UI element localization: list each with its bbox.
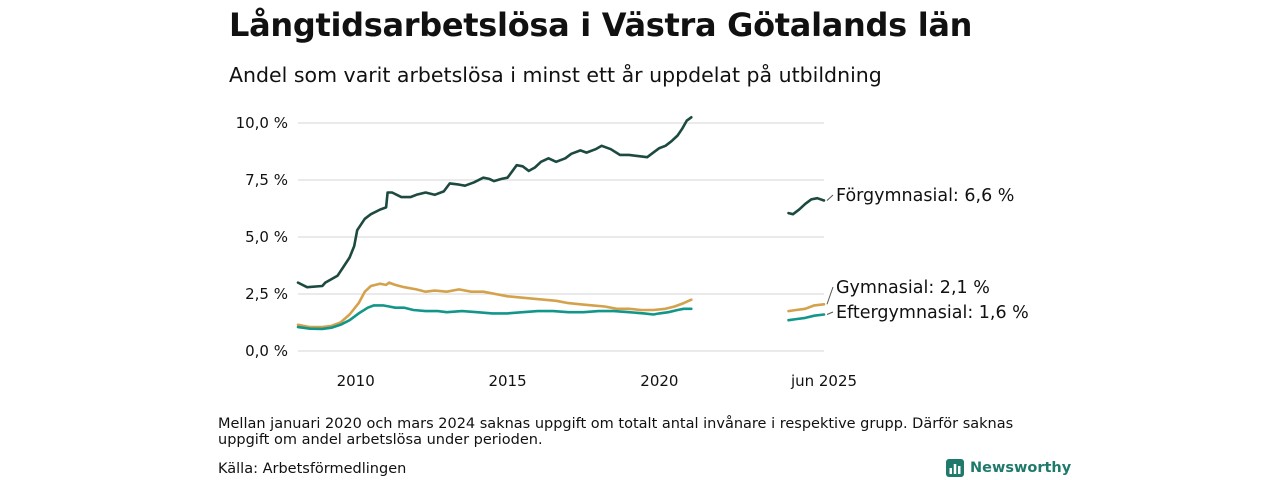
line-chart: 0,0 % 2,5 % 5,0 % 7,5 % 10,0 % 2010 2015 2020 ju…: [236, 114, 1029, 390]
x-tick-label: 2015: [488, 372, 526, 390]
y-tick-label: 7,5 %: [245, 171, 288, 189]
y-tick-label: 0,0 %: [245, 342, 288, 360]
chart-title: Långtidsarbetslösa i Västra Götalands lä…: [229, 6, 973, 44]
y-tick-label: 5,0 %: [245, 228, 288, 246]
y-tick-label: 2,5 %: [245, 285, 288, 303]
series-line-förgymnasial: [296, 116, 693, 289]
y-tick-label: 10,0 %: [236, 114, 288, 132]
chart-note: Mellan januari 2020 och mars 2024 saknas…: [218, 416, 1014, 448]
series-line-förgymnasial: [787, 196, 826, 216]
bar-chart-logo-icon: [946, 459, 964, 477]
series-end-label-gymnasial: Gymnasial: 2,1 %: [836, 278, 990, 298]
source-credit: Källa: Arbetsförmedlingen: [218, 461, 407, 477]
series-line-eftergymnasial: [787, 313, 826, 322]
end-label-connector: [826, 311, 834, 315]
series-line-eftergymnasial: [296, 304, 693, 331]
newsworthy-logo: Newsworthy: [946, 459, 1071, 477]
series-line-gymnasial: [296, 281, 693, 329]
chart-subtitle: Andel som varit arbetslösa i minst ett å…: [229, 63, 882, 87]
x-tick-label: jun 2025: [790, 372, 857, 390]
x-tick-label: 2020: [640, 372, 678, 390]
end-label-connector: [826, 286, 834, 305]
series-line-gymnasial: [787, 303, 826, 313]
brand-name: Newsworthy: [970, 460, 1072, 476]
series-end-label-förgymnasial: Förgymnasial: 6,6 %: [836, 186, 1014, 206]
end-label-connector: [826, 194, 834, 201]
x-tick-label: 2010: [337, 372, 375, 390]
series-end-label-eftergymnasial: Eftergymnasial: 1,6 %: [836, 303, 1029, 323]
